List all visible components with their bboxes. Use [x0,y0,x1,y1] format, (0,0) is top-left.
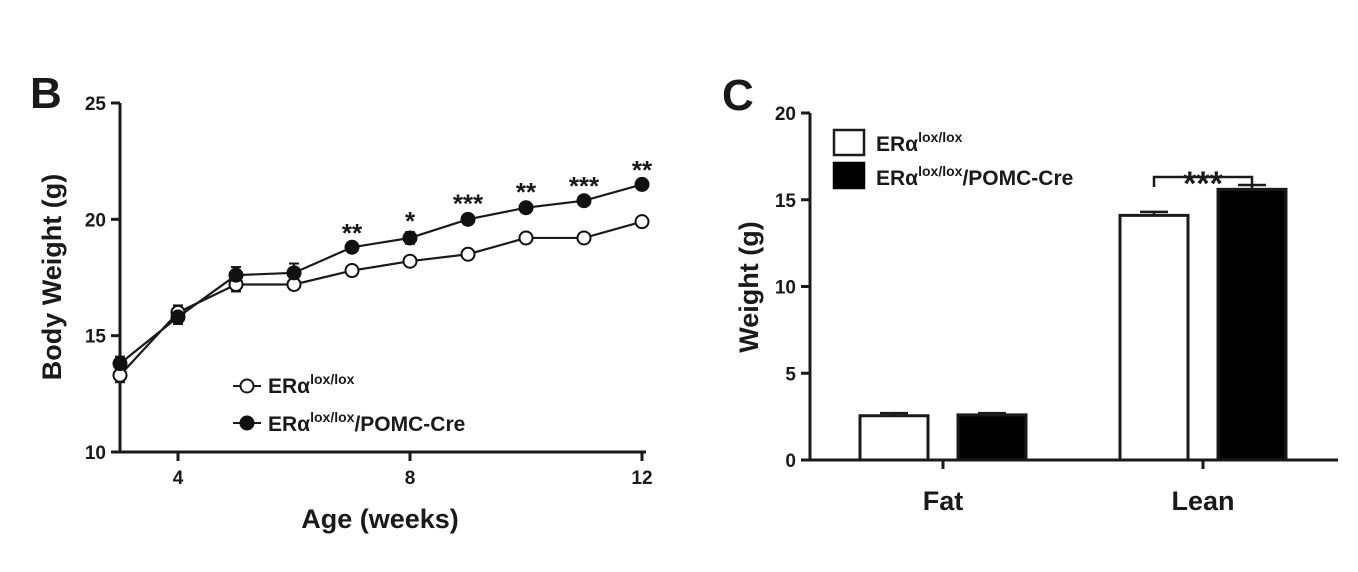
category-label: Fat [923,486,964,516]
data-point-series-2 [112,356,128,372]
filled-circle-marker-icon [239,415,255,431]
significance-label: ** [632,155,653,185]
y-tick-label: 10 [85,443,106,464]
y-tick-label: 15 [85,327,107,348]
y-tick-label: 20 [775,104,796,125]
panel-c-letter: C [722,71,754,120]
x-tick-label: 4 [173,468,184,489]
legend-label-sup: lox/lox [918,163,963,179]
data-point-series-1 [576,230,592,246]
svg-text:ERαlox/lox: ERαlox/lox [268,371,355,398]
data-point-series-2 [634,176,650,192]
bar-lean-series-1 [1118,213,1190,462]
svg-text:ERαlox/lox/POMC-Cre: ERαlox/lox/POMC-Cre [268,409,465,436]
x-tick-label: 12 [631,468,652,489]
data-point-series-2 [460,211,476,227]
data-point-series-1 [518,230,534,246]
filled-bar-swatch-icon [832,161,866,190]
panel-b-legend-item-2: ERαlox/lox/POMC-Cre [233,409,465,436]
x-tick-label: 8 [405,468,416,489]
panel-b-letter: B [30,69,62,118]
category-label: Lean [1171,486,1234,516]
panel-c-legend-item-1: ERαlox/lox [832,128,963,157]
y-tick-label: 25 [85,94,107,115]
data-point-series-2 [576,193,592,209]
panel-b-y-axis-title: Body Weight (g) [37,174,67,380]
legend-label-suffix: /POMC-Cre [962,167,1073,190]
significance-label: *** [1183,165,1223,203]
data-point-series-2 [344,239,360,255]
panel-b-legend: ERαlox/lox ERαlox/lox/POMC-Cre [233,371,465,436]
panel-b-x-axis-title: Age (weeks) [301,504,459,534]
panel-c-legend: ERαlox/lox ERαlox/lox/POMC-Cre [832,128,1073,190]
bar-fat-series-2 [956,413,1028,462]
data-point-series-1 [402,253,418,269]
legend-label-main: ERα [876,133,918,156]
legend-label-main: ERα [876,167,918,190]
svg-text:ERαlox/lox: ERαlox/lox [876,129,963,156]
series-line-2 [119,183,643,365]
y-tick-label: 0 [785,451,796,472]
significance-label: ** [516,177,537,207]
bar-fat-series-1 [858,414,930,462]
significance-label: *** [569,171,600,201]
y-tick-label: 20 [85,210,106,231]
data-point-series-1 [634,214,650,230]
legend-label-suffix: /POMC-Cre [354,413,465,436]
significance-bracket [1152,175,1254,188]
legend-label-sup: lox/lox [310,409,355,425]
y-tick-label: 5 [785,364,796,385]
svg-text:ERαlox/lox/POMC-Cre: ERαlox/lox/POMC-Cre [876,163,1073,190]
data-point-series-2 [402,230,418,246]
y-tick-label: 15 [775,191,797,212]
data-point-series-2 [228,267,244,283]
significance-label: *** [453,189,484,219]
y-tick-label: 10 [775,278,796,299]
data-point-series-1 [344,263,360,279]
significance-label: ** [342,218,363,248]
series-line-1 [119,220,643,376]
panel-c-y-axis-title: Weight (g) [734,221,764,352]
data-point-series-1 [460,246,476,262]
panel-b-legend-item-1: ERαlox/lox [233,371,355,398]
legend-label-main: ERα [268,375,310,398]
data-point-series-2 [518,200,534,216]
open-bar-swatch-icon [832,128,866,157]
data-point-series-2 [286,265,302,281]
legend-label-main: ERα [268,413,310,436]
data-point-series-2 [170,309,186,325]
bar-lean-series-2 [1216,187,1288,462]
legend-label-sup: lox/lox [918,129,963,145]
open-circle-marker-icon [239,378,255,394]
panel-c-legend-item-2: ERαlox/lox/POMC-Cre [832,161,1073,190]
legend-label-sup: lox/lox [310,371,355,387]
significance-label: * [405,206,416,236]
